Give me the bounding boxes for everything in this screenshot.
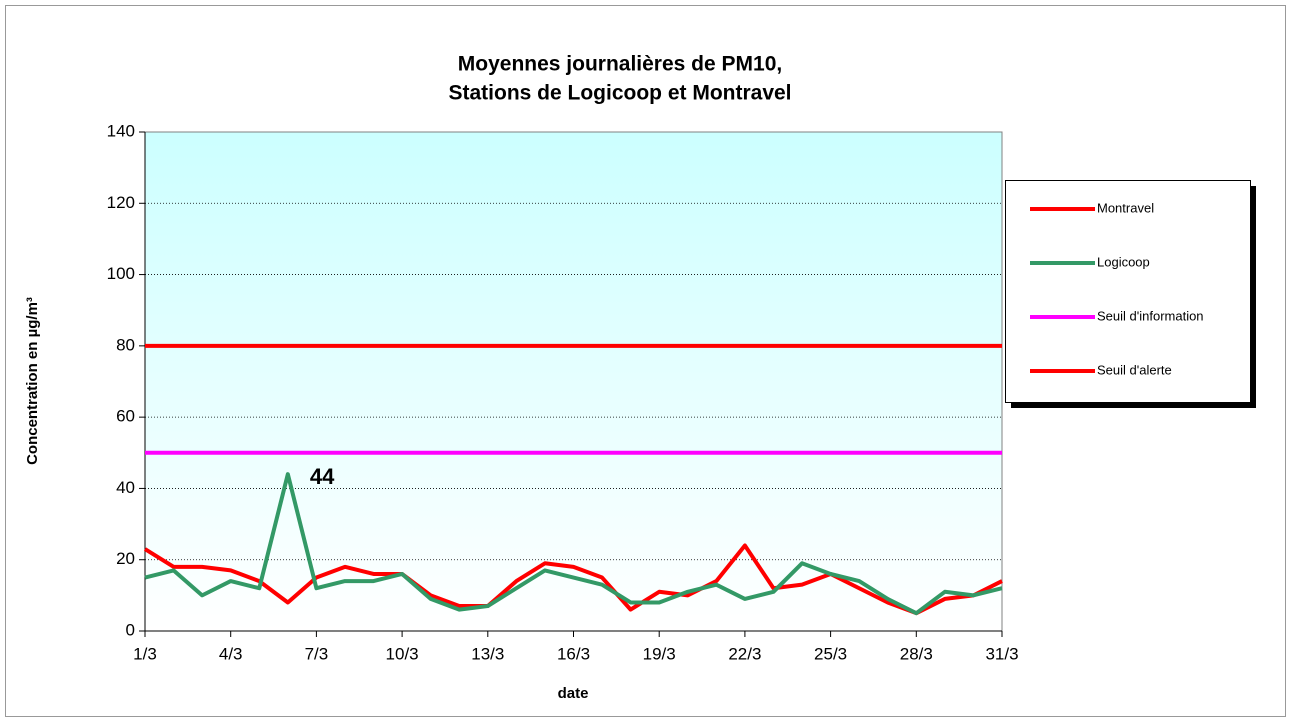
x-tick-label: 31/3 xyxy=(985,644,1018,663)
legend-label: Logicoop xyxy=(1097,254,1150,269)
data-label: 44 xyxy=(310,464,335,489)
y-tick-label: 20 xyxy=(116,549,135,568)
legend-label: Seuil d'alerte xyxy=(1097,362,1172,377)
chart-title: Moyennes journalières de PM10, xyxy=(458,53,782,76)
y-tick-label: 80 xyxy=(116,335,135,354)
y-tick-label: 120 xyxy=(107,193,135,212)
y-tick-label: 60 xyxy=(116,407,135,426)
x-tick-label: 13/3 xyxy=(471,644,504,663)
y-tick-label: 140 xyxy=(107,121,135,140)
x-tick-label: 10/3 xyxy=(386,644,419,663)
chart-title: Stations de Logicoop et Montravel xyxy=(448,82,791,105)
plot-area xyxy=(144,131,1003,632)
x-axis-label: date xyxy=(558,685,589,702)
legend-label: Montravel xyxy=(1097,200,1154,215)
series-line xyxy=(143,543,1003,616)
y-axis-label: Concentration en µg/m³ xyxy=(24,297,41,465)
x-tick-label: 22/3 xyxy=(728,644,761,663)
legend-label: Seuil d'information xyxy=(1097,308,1204,323)
x-tick-label: 1/3 xyxy=(133,644,157,663)
x-tick-label: 28/3 xyxy=(900,644,933,663)
x-tick-label: 25/3 xyxy=(814,644,847,663)
y-tick-label: 100 xyxy=(107,264,135,283)
series-line xyxy=(144,472,1003,616)
x-tick-label: 7/3 xyxy=(305,644,329,663)
x-tick-label: 16/3 xyxy=(557,644,590,663)
y-tick-label: 40 xyxy=(116,478,135,497)
legend xyxy=(1005,180,1251,403)
y-tick-label: 0 xyxy=(126,620,135,639)
x-tick-label: 19/3 xyxy=(643,644,676,663)
x-tick-label: 4/3 xyxy=(219,644,243,663)
